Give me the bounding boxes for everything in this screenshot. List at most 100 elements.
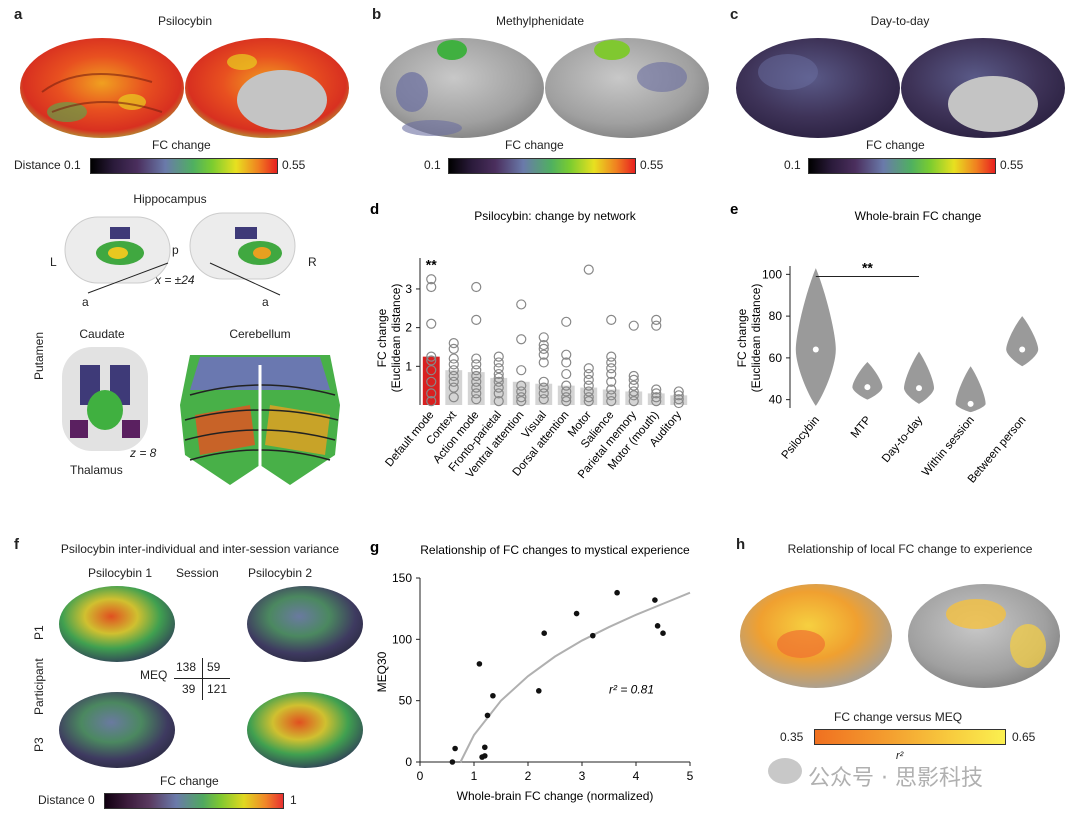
chart-d-point — [538, 349, 549, 360]
chart-d-point — [651, 396, 662, 407]
session-label: Session — [176, 566, 219, 580]
chart-e-ytick-label: 60 — [769, 351, 783, 365]
panel-f-colorbar — [104, 793, 284, 809]
putamen-label: Putamen — [32, 331, 46, 380]
chart-d-point — [628, 374, 639, 385]
watermark-text: 公众号 · 思影科技 — [808, 766, 983, 791]
chart-g-xtick-label: 2 — [525, 769, 532, 783]
chart-d-point — [516, 396, 527, 407]
panel-a-cmax: 0.55 — [282, 158, 306, 172]
psilocybin-brain-surfaces — [20, 38, 349, 138]
chart-d-point — [538, 343, 549, 355]
chart-e-median — [864, 384, 871, 391]
chart-g-point — [654, 623, 661, 629]
chart-d-point — [448, 353, 459, 364]
cerebellum-title: Cerebellum — [229, 327, 291, 341]
chart-d-point — [673, 394, 684, 405]
chart-d-point — [538, 332, 549, 343]
chart-d-point — [628, 320, 639, 331]
chart-e-violin: e Whole-brain FC change 40 60 80 100 FC change… — [730, 201, 1039, 486]
chart-e-violin — [1006, 316, 1039, 367]
participant-label: Participant — [32, 658, 46, 715]
chart-e-ylabel-line1: FC change — [735, 308, 749, 367]
chart-d-point — [493, 388, 504, 399]
chart-e-violin — [795, 268, 836, 406]
participant-brains — [59, 586, 363, 768]
chart-d-point — [606, 357, 617, 368]
chart-d-point — [426, 396, 437, 407]
panel-label-g: g — [370, 539, 379, 556]
chart-e-category-label: MTP — [849, 414, 874, 441]
hippo-R: R — [308, 255, 317, 269]
panel-h-cmin: 0.35 — [780, 730, 804, 744]
panel-c-title: Day-to-day — [870, 14, 930, 28]
hippo-L: L — [50, 255, 57, 269]
chart-d-point — [583, 380, 594, 391]
chart-e-title: Whole-brain FC change — [855, 209, 982, 223]
chart-d-point — [583, 374, 594, 385]
chart-d-point — [471, 359, 482, 370]
chart-d-ylabel-line1: FC change — [375, 308, 389, 367]
chart-g-point — [482, 744, 488, 751]
chart-g-ytick-label: 150 — [392, 571, 412, 585]
panel-c-cmax: 0.55 — [1000, 158, 1024, 172]
chart-d-point — [561, 357, 572, 368]
hippo-a-left: a — [82, 295, 89, 309]
p3-label: P3 — [32, 737, 46, 752]
chart-d-point — [606, 363, 617, 374]
chart-e-category-label: Day-to-day — [880, 414, 926, 465]
chart-d-point — [516, 299, 527, 310]
meq-p1-s2: 59 — [207, 660, 221, 674]
chart-d-point — [493, 396, 504, 407]
chart-d-point — [448, 343, 459, 355]
hippo-a-right: a — [262, 295, 269, 309]
chart-d-point — [448, 365, 459, 376]
chart-e-category-label: Between person — [966, 414, 1029, 485]
chart-e-category-label: Psilocybin — [780, 414, 822, 461]
meq-correlation-brains — [740, 584, 1060, 688]
chart-g-point — [490, 692, 496, 699]
chart-e-significance: ** — [862, 259, 873, 275]
panel-b-colorbar — [448, 158, 636, 174]
chart-d-point — [561, 316, 572, 327]
panel-label-c: c — [730, 6, 739, 23]
chart-d-point — [583, 264, 594, 275]
chart-e-median — [916, 385, 922, 392]
chart-d-point — [583, 386, 594, 397]
chart-d-network-bar: d Psilocybin: change by network 1 2 3 FC chan… — [370, 201, 688, 481]
chart-d-point — [651, 388, 662, 399]
chart-d-point — [651, 314, 662, 325]
panel-h-cmax: 0.65 — [1012, 730, 1036, 744]
chart-d-point — [583, 396, 594, 407]
daytoday-brain-surfaces — [736, 38, 1065, 138]
chart-d-point — [426, 355, 437, 366]
chart-g-point — [536, 688, 542, 694]
chart-d-point — [538, 382, 549, 393]
chart-g-ylabel: MEQ30 — [375, 651, 389, 692]
chart-d-point — [561, 386, 572, 397]
chart-g-title: Relationship of FC changes to mystical e… — [420, 543, 690, 557]
panel-b-cmax: 0.55 — [640, 158, 664, 172]
chart-g-xtick-label: 3 — [579, 769, 586, 783]
panel-a-distance-label: Distance 0.1 — [14, 158, 81, 172]
chart-d-point — [606, 368, 617, 380]
chart-d-point — [561, 396, 572, 407]
chart-d-point — [471, 314, 482, 325]
panel-c-colorbar — [808, 158, 996, 174]
chart-g-point — [541, 630, 547, 636]
chart-e-violin — [955, 366, 986, 413]
cerebellum-flatmap — [180, 355, 340, 485]
chart-e-violin — [852, 362, 883, 400]
chart-d-point — [516, 334, 527, 345]
panel-label-b: b — [372, 6, 382, 23]
panel-c-fc-change: FC change — [866, 138, 925, 152]
chart-d-point — [628, 396, 639, 407]
chart-d-point — [471, 382, 482, 393]
chart-d-point — [448, 376, 459, 387]
chart-d-point — [448, 359, 459, 370]
chart-d-point — [651, 320, 662, 331]
chart-g-fit-curve — [459, 591, 691, 763]
chart-g-point — [652, 597, 658, 603]
psilocybin-1-label: Psilocybin 1 — [88, 566, 153, 580]
chart-d-point — [673, 397, 684, 409]
